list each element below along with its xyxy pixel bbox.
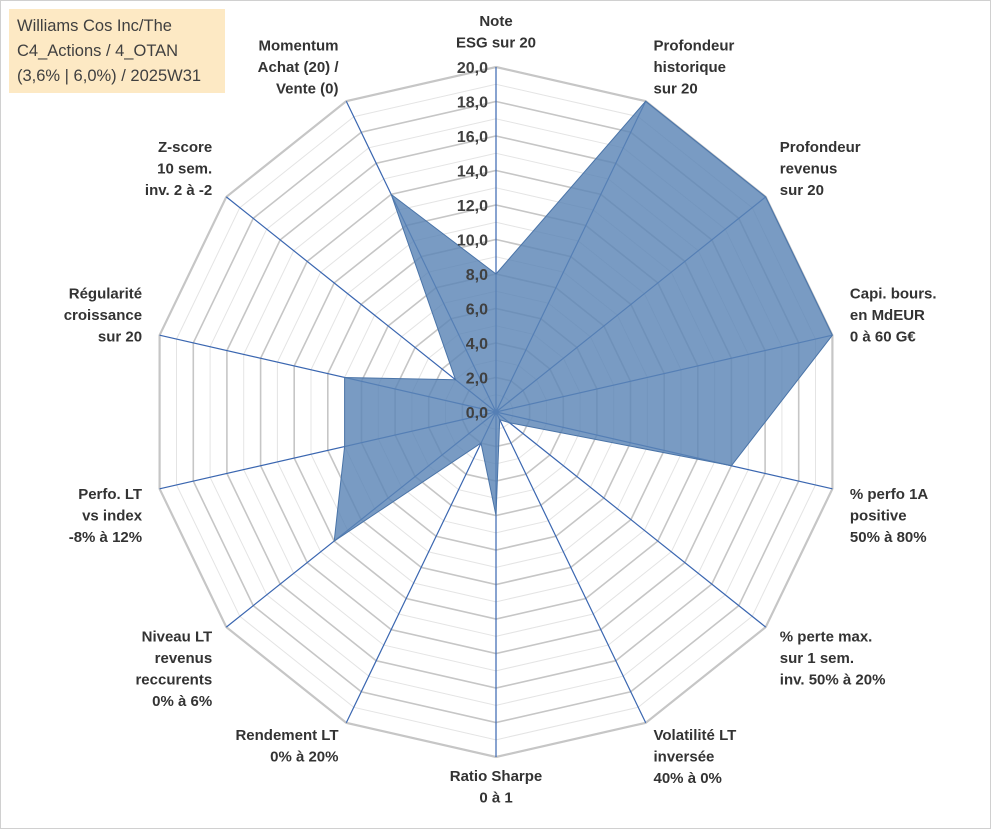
axis-label-line: en MdEUR (850, 307, 925, 324)
axis-label: % perte max. sur 1 sem. inv. 50% à 20% (780, 628, 886, 688)
axis-label-line: Vente (0) (276, 81, 339, 98)
axis-label-text: Ratio Sharpe 0 à 1 (450, 768, 543, 807)
axis-label-line: sur 20 (780, 182, 824, 199)
axis-label-line: sur 20 (98, 328, 142, 345)
axis-label-line: Capi. bours. (850, 285, 937, 302)
axis-label-text: Volatilité LT inversée 40% à 0% (654, 727, 737, 787)
axis-label-text: Profondeur historique sur 20 (654, 38, 735, 98)
axis-label-line: positive (850, 508, 907, 525)
axis-label-line: Volatilité LT (654, 727, 737, 744)
axis-label-text: Capi. bours. en MdEUR 0 à 60 G€ (850, 285, 937, 345)
tick-label: 14,0 (457, 164, 488, 181)
axis-label-line: Ratio Sharpe (450, 768, 543, 785)
tick-label: 8,0 (466, 267, 488, 284)
axis-label-line: inversée (654, 748, 715, 765)
axis-label-line: Achat (20) / (258, 59, 340, 76)
axis-label: Capi. bours. en MdEUR 0 à 60 G€ (850, 285, 937, 345)
axis-label-line: 50% à 80% (850, 529, 927, 546)
axis-label-line: Profondeur (780, 139, 861, 156)
axis-label-line: 0% à 20% (270, 748, 338, 765)
axis-label-line: inv. 2 à -2 (145, 182, 212, 199)
radar-tick-labels: 0,0 2,0 4,0 6,0 8,0 10,0 12,0 14,0 16,0 18,0 20,0 (457, 60, 488, 422)
axis-label-line: vs index (82, 508, 143, 525)
axis-label-line: 40% à 0% (654, 770, 722, 787)
axis-label-line: sur 20 (654, 81, 698, 98)
tick-label: 10,0 (457, 233, 488, 250)
axis-label-text: Note ESG sur 20 (456, 13, 536, 52)
axis-label: Profondeur historique sur 20 (654, 38, 735, 98)
axis-label-text: Momentum Achat (20) / Vente (0) (258, 38, 340, 98)
tick-label: 16,0 (457, 129, 488, 146)
axis-label: Perfo. LT vs index -8% à 12% (69, 486, 143, 546)
tick-label: 0,0 (466, 405, 488, 422)
radar-series (333, 100, 833, 543)
tick-label: 18,0 (457, 95, 488, 112)
axis-label: Niveau LT revenus reccurents 0% à 6% (135, 628, 212, 710)
axis-label-text: % perfo 1A positive 50% à 80% (850, 486, 929, 546)
axis-label-line: Perfo. LT (78, 486, 142, 503)
axis-label-line: % perte max. (780, 628, 873, 645)
axis-label-line: historique (654, 59, 727, 76)
axis-label: Rendement LT 0% à 20% (235, 727, 338, 766)
axis-label: Profondeur revenus sur 20 (780, 139, 861, 199)
axis-label-line: revenus (780, 160, 838, 177)
axis-label-line: ESG sur 20 (456, 35, 536, 52)
axis-label: Régularité croissance sur 20 (64, 285, 142, 345)
axis-label-line: 0 à 1 (479, 790, 512, 807)
axis-label-line: Momentum (259, 38, 339, 55)
axis-label-line: croissance (64, 307, 142, 324)
axis-label-text: % perte max. sur 1 sem. inv. 50% à 20% (780, 628, 886, 688)
axis-label-text: Rendement LT 0% à 20% (235, 727, 338, 766)
axis-label-text: Régularité croissance sur 20 (64, 285, 142, 345)
axis-label: Volatilité LT inversée 40% à 0% (654, 727, 737, 787)
axis-label-line: revenus (155, 650, 213, 667)
axis-label-line: Profondeur (654, 38, 735, 55)
axis-label-text: Profondeur revenus sur 20 (780, 139, 861, 199)
axis-spoke (345, 411, 497, 724)
axis-label-text: Z-score 10 sem. inv. 2 à -2 (145, 139, 212, 199)
series-area (333, 100, 833, 543)
axis-spoke (495, 411, 647, 724)
axis-label: Ratio Sharpe 0 à 1 (450, 768, 543, 807)
axis-label-line: % perfo 1A (850, 486, 929, 503)
axis-label-line: Rendement LT (235, 727, 338, 744)
tick-label: 4,0 (466, 336, 488, 353)
axis-label-line: -8% à 12% (69, 529, 142, 546)
axis-label-line: sur 1 sem. (780, 650, 854, 667)
axis-label: Note ESG sur 20 (456, 13, 536, 52)
axis-label-line: Note (479, 13, 512, 30)
axis-label-text: Niveau LT revenus reccurents 0% à 6% (135, 628, 212, 710)
axis-label-text: Perfo. LT vs index -8% à 12% (69, 486, 143, 546)
tick-label: 12,0 (457, 198, 488, 215)
title-line-1: Williams Cos Inc/The (17, 17, 172, 35)
axis-label: Momentum Achat (20) / Vente (0) (258, 38, 340, 98)
axis-label: Z-score 10 sem. inv. 2 à -2 (145, 139, 212, 199)
axis-label-line: 0% à 6% (152, 693, 212, 710)
axis-spoke (225, 196, 497, 413)
axis-label: % perfo 1A positive 50% à 80% (850, 486, 929, 546)
title-line-3: (3,6% | 6,0%) / 2025W31 (17, 67, 202, 85)
axis-label-line: inv. 50% à 20% (780, 671, 886, 688)
axis-label-line: reccurents (135, 671, 212, 688)
axis-label-line: 10 sem. (157, 160, 212, 177)
axis-label-line: 0 à 60 G€ (850, 328, 917, 345)
axis-label-line: Z-score (158, 139, 212, 156)
radar-axis-labels: Note ESG sur 20 Profondeur historique sur 20… (64, 13, 937, 807)
chart-title-box: Williams Cos Inc/The C4_Actions / 4_OTAN… (9, 9, 225, 93)
tick-label: 2,0 (466, 371, 488, 388)
title-line-2: C4_Actions / 4_OTAN (17, 42, 179, 60)
axis-label-line: Régularité (69, 285, 142, 302)
tick-label: 6,0 (466, 302, 488, 319)
axis-label-line: Niveau LT (142, 628, 213, 645)
tick-label: 20,0 (457, 60, 488, 77)
axis-spoke (495, 411, 767, 628)
